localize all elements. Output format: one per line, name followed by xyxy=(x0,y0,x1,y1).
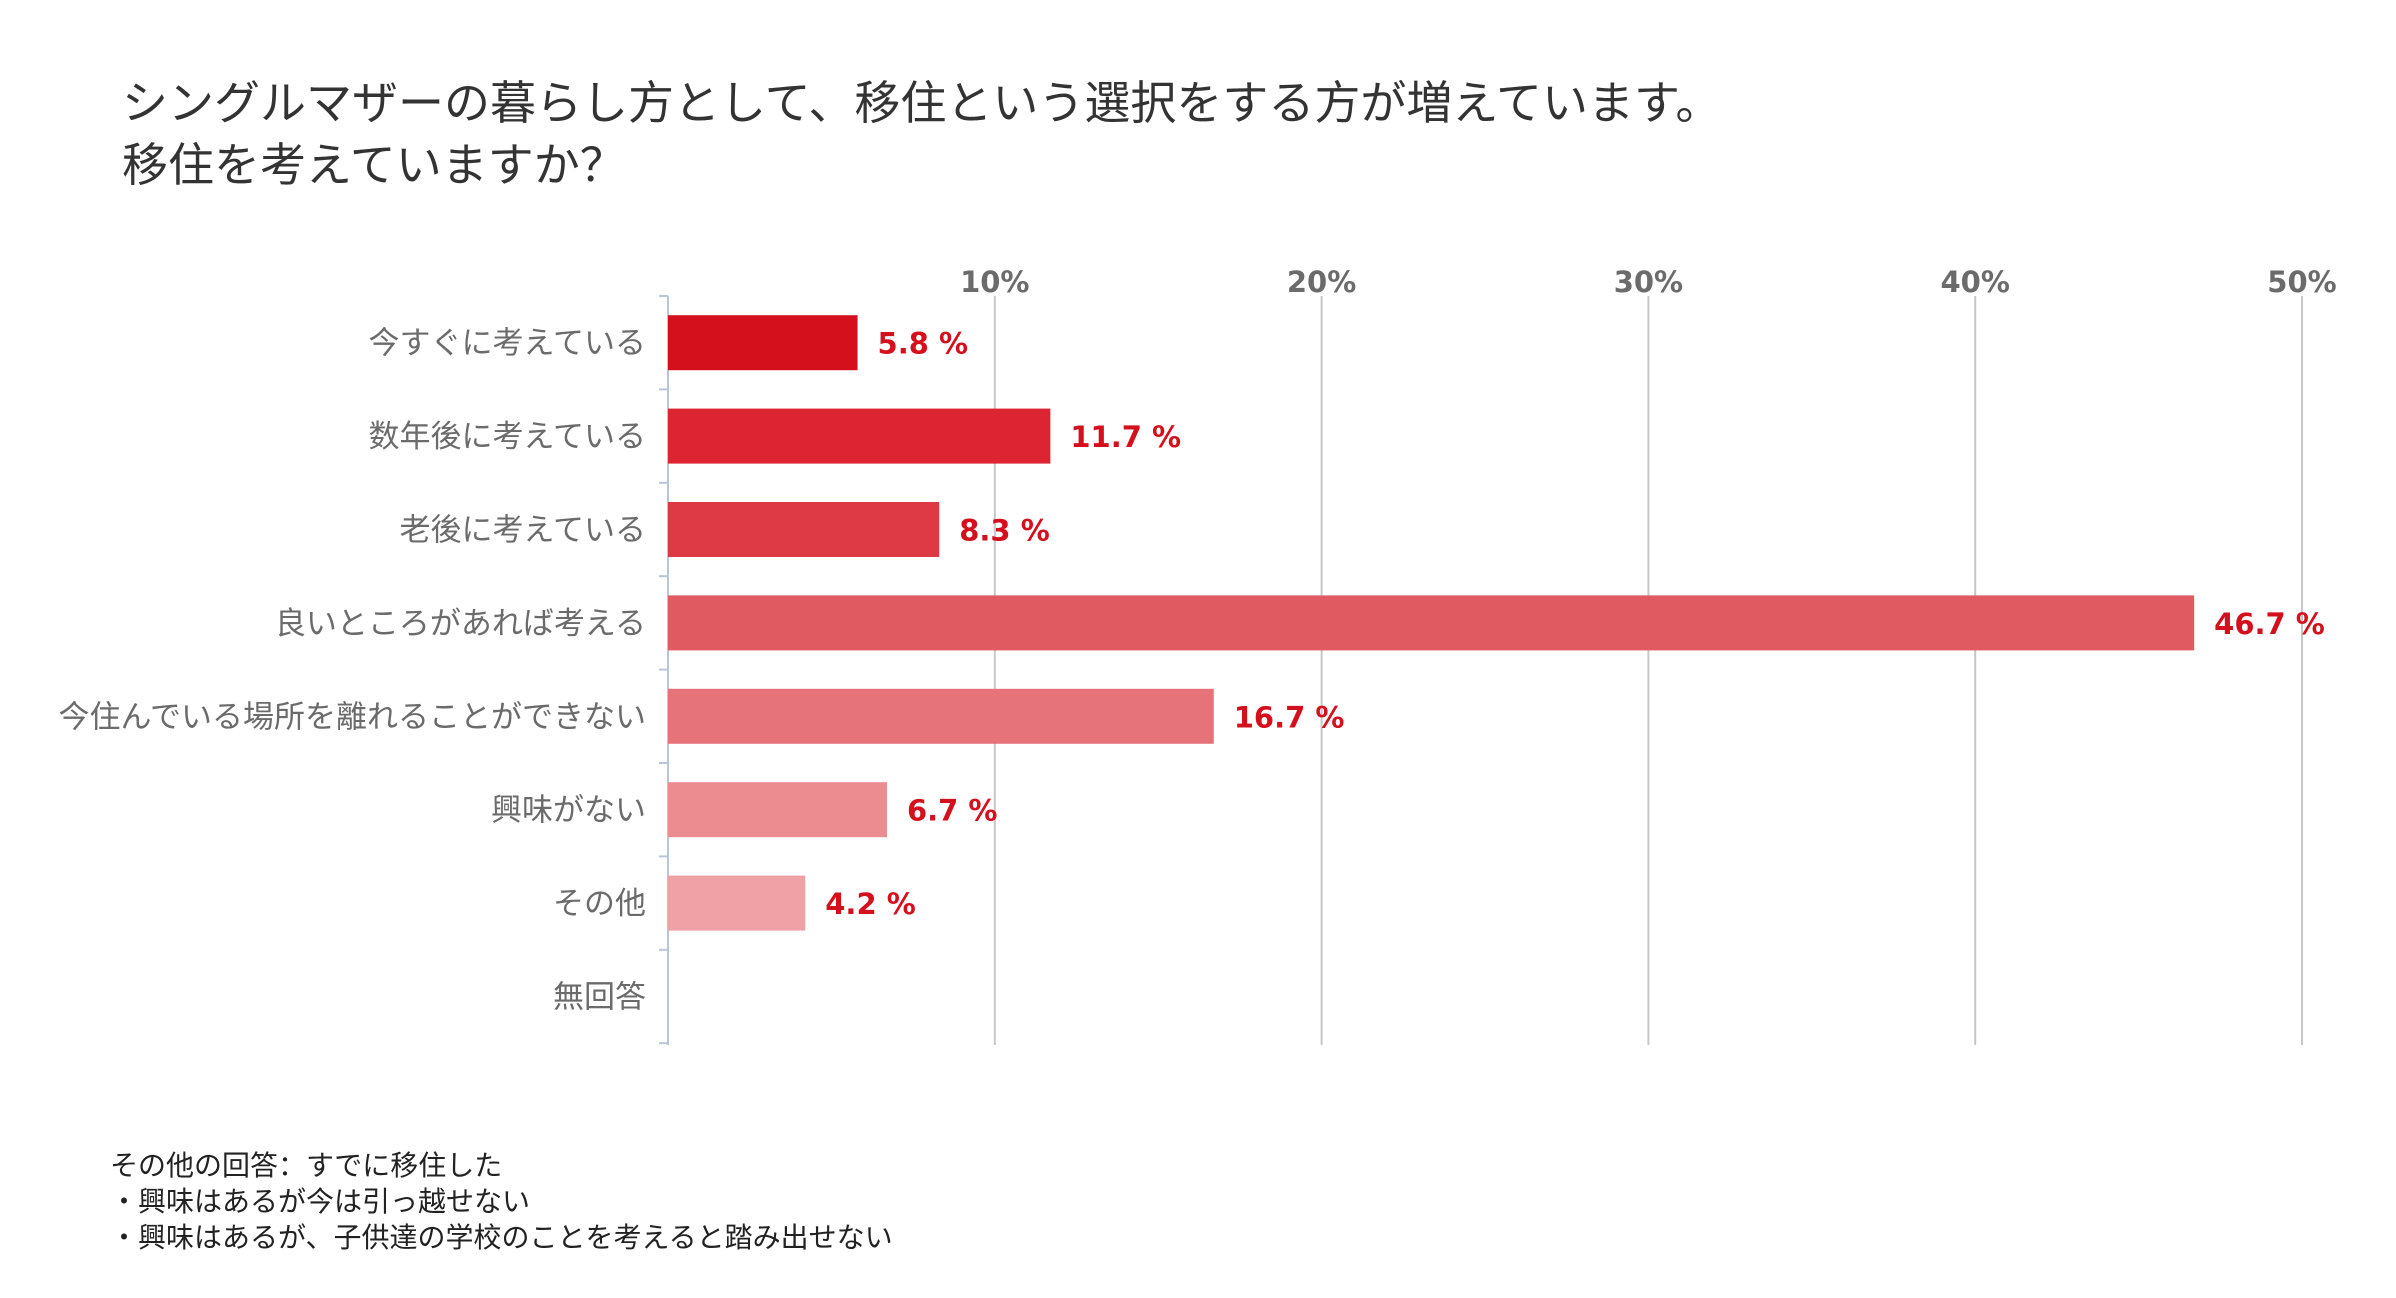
data-label: 46.7 % xyxy=(2214,607,2325,641)
category-label: 興味がない xyxy=(491,793,646,829)
data-label: 11.7 % xyxy=(1070,420,1181,454)
x-tick-label: 30% xyxy=(1614,265,1683,299)
bar xyxy=(668,782,887,838)
chart-title-line-1: シングルマザーの暮らし方として、移住という選択をする方が増えています。 xyxy=(122,76,1722,130)
data-label: 5.8 % xyxy=(878,327,969,361)
category-label: 数年後に考えている xyxy=(369,419,646,455)
note-line-2: ・興味はあるが今は引っ越せない xyxy=(110,1185,531,1218)
x-tick-label: 50% xyxy=(2267,265,2336,299)
notes: その他の回答：すでに移住した ・興味はあるが今は引っ越せない ・興味はあるが、子… xyxy=(110,1148,893,1256)
x-tick-label: 40% xyxy=(1940,265,2009,299)
bar xyxy=(668,595,2195,651)
data-label: 4.2 % xyxy=(825,887,916,921)
data-label: 6.7 % xyxy=(907,794,998,828)
x-tick-label: 10% xyxy=(960,265,1029,299)
category-label: 良いところがあれば考える xyxy=(275,606,646,642)
data-label: 8.3 % xyxy=(959,514,1050,548)
bar xyxy=(668,408,1051,464)
note-line-3: ・興味はあるが、子供達の学校のことを考えると踏み出せない xyxy=(110,1221,893,1254)
bar xyxy=(668,875,806,931)
category-label: 無回答 xyxy=(553,980,646,1016)
category-label: 今住んでいる場所を離れることができない xyxy=(59,699,646,735)
note-line-1: その他の回答：すでに移住した xyxy=(110,1149,503,1182)
x-tick-label: 20% xyxy=(1287,265,1356,299)
chart-title-line-2: 移住を考えていますか？ xyxy=(122,138,626,192)
category-label: 今すぐに考えている xyxy=(369,326,646,362)
category-label: その他 xyxy=(553,886,646,922)
bar xyxy=(668,502,940,557)
bar xyxy=(668,315,858,371)
data-label: 16.7 % xyxy=(1234,700,1345,734)
category-label: 老後に考えている xyxy=(400,513,646,549)
chart-title: シングルマザーの暮らし方として、移住という選択をする方が増えています。 移住を考… xyxy=(122,72,1721,196)
bar xyxy=(668,688,1214,744)
